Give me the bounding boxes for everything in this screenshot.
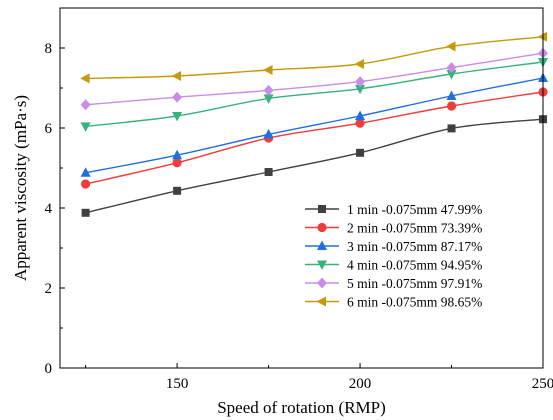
x-tick-label: 200 xyxy=(349,376,372,392)
legend-item: 6 min -0.075mm 98.65% xyxy=(305,295,482,310)
data-point xyxy=(81,208,90,217)
data-point xyxy=(446,70,457,80)
data-point xyxy=(172,158,182,168)
data-point xyxy=(356,148,365,157)
data-point xyxy=(446,62,457,74)
legend-marker xyxy=(318,205,326,213)
plot-frame xyxy=(59,7,544,369)
data-point xyxy=(537,31,547,42)
series-line xyxy=(85,118,544,214)
data-point xyxy=(263,84,274,96)
series-4 xyxy=(80,58,548,132)
data-point xyxy=(355,76,366,88)
legend-label: 5 min -0.075mm 97.91% xyxy=(347,276,482,291)
y-tick-label: 4 xyxy=(45,201,53,217)
data-point xyxy=(172,91,183,103)
legend-item: 4 min -0.075mm 94.95% xyxy=(305,258,482,273)
series-line xyxy=(85,91,544,185)
data-point xyxy=(80,99,91,111)
y-tick-label: 6 xyxy=(45,121,53,137)
data-point xyxy=(172,112,183,122)
data-point xyxy=(446,101,457,111)
data-point xyxy=(446,41,456,52)
series-3 xyxy=(80,72,548,177)
data-point xyxy=(263,94,274,104)
legend-marker xyxy=(316,296,326,307)
data-point xyxy=(80,73,90,84)
legend-marker xyxy=(317,222,327,233)
y-tick-label: 2 xyxy=(45,281,53,297)
data-point xyxy=(81,179,91,189)
legend-item: 2 min -0.075mm 73.39% xyxy=(305,221,482,236)
series-line xyxy=(85,52,544,106)
data-point xyxy=(172,149,183,160)
x-tick-label: 250 xyxy=(532,376,553,392)
legend-item: 1 min -0.075mm 47.99% xyxy=(305,202,482,217)
axes: 0 2 4 6 8 150 200 250 xyxy=(45,41,553,392)
legend-label: 2 min -0.075mm 73.39% xyxy=(347,221,482,236)
series-line xyxy=(85,61,544,128)
data-point xyxy=(355,110,366,120)
data-point xyxy=(173,186,182,195)
data-point xyxy=(447,124,456,133)
series-2 xyxy=(81,87,548,189)
series-line xyxy=(85,77,544,174)
legend: 1 min -0.075mm 47.99% 2 min -0.075mm 73.3… xyxy=(305,202,482,310)
data-point xyxy=(446,90,457,100)
legend-marker xyxy=(317,260,327,270)
data-point xyxy=(263,128,274,139)
plot-area xyxy=(80,31,548,217)
data-point xyxy=(264,168,273,176)
data-point xyxy=(171,71,182,81)
data-point xyxy=(354,59,365,69)
legend-marker xyxy=(317,277,327,289)
data-point xyxy=(80,122,91,132)
legend-label: 3 min -0.075mm 87.17% xyxy=(347,239,482,254)
series-line xyxy=(85,36,544,80)
legend-marker xyxy=(317,240,327,250)
legend-label: 4 min -0.075mm 94.95% xyxy=(347,258,482,273)
data-point xyxy=(355,84,366,95)
data-point xyxy=(355,118,365,128)
series-5 xyxy=(80,47,548,111)
legend-label: 1 min -0.075mm 47.99% xyxy=(347,202,482,217)
data-point xyxy=(80,167,91,177)
legend-label: 6 min -0.075mm 98.65% xyxy=(347,295,482,310)
y-tick-label: 8 xyxy=(45,41,53,57)
data-point xyxy=(263,65,273,75)
legend-item: 5 min -0.075mm 97.91% xyxy=(305,276,482,291)
x-tick-label: 150 xyxy=(166,376,189,392)
legend-item: 3 min -0.075mm 87.17% xyxy=(305,239,482,254)
y-axis-title: Apparent viscosity (mPa·s) xyxy=(11,95,30,281)
x-axis-title: Speed of rotation (RMP) xyxy=(217,398,386,417)
y-tick-label: 0 xyxy=(45,361,53,377)
series-6 xyxy=(80,31,547,84)
